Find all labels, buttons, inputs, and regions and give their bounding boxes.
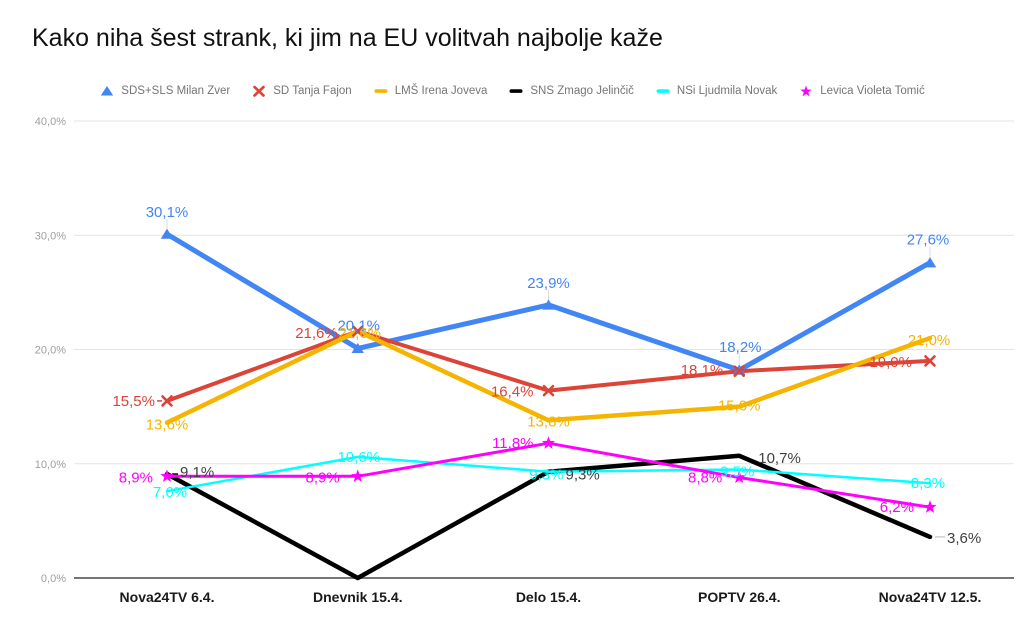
star-marker-icon	[351, 469, 365, 482]
data-point-label: 8,9%	[306, 469, 340, 486]
legend-item-levica: Levica Violeta Tomić	[798, 85, 925, 97]
triangle-marker-icon	[160, 228, 174, 239]
data-point-label: 15,0%	[718, 398, 761, 415]
x-axis-category-label: Nova24TV 12.5.	[879, 589, 982, 605]
star-marker-icon	[160, 469, 174, 482]
data-point-label: 16,4%	[491, 384, 534, 401]
data-point-label: 23,9%	[527, 275, 570, 292]
legend-item-sns: SNS Zmago Jelinčič	[508, 85, 634, 97]
line-legend-marker-icon	[374, 89, 388, 93]
star-legend-marker-icon	[800, 85, 812, 97]
triangle-legend-marker-icon	[101, 86, 114, 96]
y-axis-tick-label: 10,0%	[35, 459, 66, 471]
data-point-label: 8,8%	[688, 469, 722, 486]
x-axis-category-label: Dnevnik 15.4.	[313, 589, 403, 605]
y-axis-tick-label: 40,0%	[35, 116, 66, 128]
data-point-label: 10,7%	[758, 450, 801, 467]
legend-label: SDS+SLS Milan Zver	[121, 85, 231, 97]
line-legend-marker-icon	[509, 89, 523, 93]
data-point-label: 18,2%	[719, 339, 762, 356]
data-point-label: 7,6%	[153, 484, 187, 501]
data-point-label: 13,8%	[527, 413, 570, 430]
star-marker-icon	[541, 436, 556, 449]
data-point-label: 27,6%	[907, 232, 950, 249]
data-point-label: 18,1%	[681, 362, 724, 379]
data-point-label: 3,6%	[947, 530, 981, 547]
data-point-label: 20,1%	[337, 317, 380, 334]
x-marker-icon	[161, 395, 173, 407]
x-legend-marker-icon	[253, 85, 266, 97]
data-point-label: 9,5%	[720, 463, 754, 480]
data-point-label: 11,8%	[492, 435, 533, 452]
legend-label: SNS Zmago Jelinčič	[530, 85, 634, 97]
data-point-label: 9,3%	[566, 467, 600, 484]
x-marker-icon	[542, 384, 555, 397]
chart-title: Kako niha šest strank, ki jim na EU voli…	[32, 24, 663, 52]
data-point-label: 21,0%	[908, 332, 951, 349]
triangle-marker-icon	[923, 257, 937, 268]
triangle-marker-icon	[351, 342, 364, 354]
x-marker-icon	[351, 325, 364, 338]
y-axis-tick-label: 20,0%	[35, 345, 66, 357]
legend-label: Levica Violeta Tomić	[820, 85, 925, 97]
y-axis-tick-label: 0,0%	[41, 573, 66, 585]
data-point-label: 19,0%	[869, 354, 912, 371]
legend-item-sds-sls: SDS+SLS Milan Zver	[99, 85, 230, 97]
data-point-label: 8,9%	[119, 469, 153, 486]
y-axis-tick-label: 30,0%	[35, 230, 66, 242]
series-line-nsi	[165, 455, 932, 493]
x-axis-category-label: Nova24TV 6.4.	[120, 589, 215, 605]
data-point-label: 30,1%	[146, 204, 189, 221]
series-line-lms	[164, 328, 933, 425]
legend-label: LMŠ Irena Joveva	[394, 85, 488, 97]
data-point-label: 9,1%	[180, 464, 214, 481]
line-legend-marker-icon	[656, 89, 670, 93]
legend-item-sd: SD Tanja Fajon	[251, 85, 352, 97]
x-marker-icon	[924, 355, 936, 367]
legend-item-lms: LMŠ Irena Joveva	[373, 85, 488, 97]
x-axis-category-label: Delo 15.4.	[516, 589, 581, 605]
chart-legend: SDS+SLS Milan Zver SD Tanja Fajon LMŠ Iren…	[0, 85, 1024, 97]
star-marker-icon	[923, 500, 937, 513]
x-axis-category-label: POPTV 26.4.	[698, 589, 780, 605]
data-point-label: 9,3%	[529, 467, 563, 484]
triangle-marker-icon	[542, 299, 555, 310]
data-point-label: 8,3%	[911, 475, 945, 492]
x-marker-icon	[733, 365, 746, 378]
data-point-label: 15,5%	[112, 393, 155, 410]
data-point-label: 21,6%	[338, 325, 381, 342]
data-point-label: 6,2%	[880, 499, 914, 516]
data-point-label: 13,6%	[146, 417, 189, 434]
legend-label: SD Tanja Fajon	[273, 85, 352, 97]
data-point-label: 21,6%	[295, 325, 338, 342]
star-marker-icon	[732, 470, 746, 484]
legend-label: NSi Ljudmila Novak	[676, 85, 778, 97]
data-point-label: 10,6%	[337, 449, 380, 466]
legend-item-nsi: NSi Ljudmila Novak	[655, 85, 777, 97]
